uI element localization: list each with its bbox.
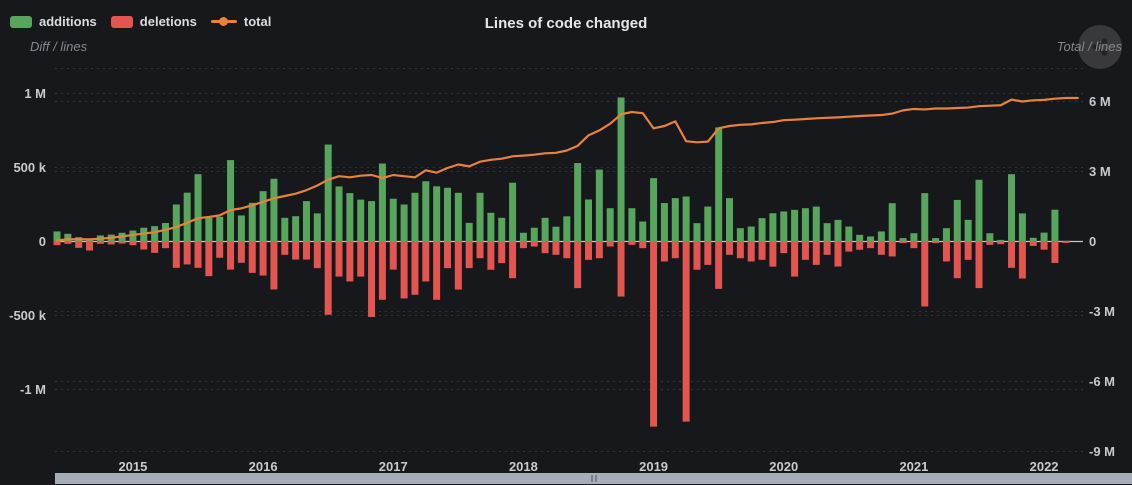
svg-text:0: 0: [1089, 234, 1096, 249]
deletions-swatch-icon: [110, 15, 133, 28]
additions-swatch-icon: [10, 15, 32, 28]
svg-text:3 M: 3 M: [1089, 164, 1111, 179]
share-icon-button[interactable]: [1078, 25, 1122, 69]
right-axis-tick-labels: 6 M 3 M 0 -3 M -6 M -9 M: [1089, 94, 1115, 459]
legend-label: total: [243, 14, 272, 29]
svg-text:2021: 2021: [899, 459, 928, 474]
svg-text:-6 M: -6 M: [1089, 374, 1115, 389]
legend-item-total[interactable]: total: [210, 14, 272, 29]
svg-text:-1 M: -1 M: [20, 382, 46, 397]
svg-text:-3 M: -3 M: [1089, 304, 1115, 319]
total-line: [55, 96, 1079, 242]
svg-text:0: 0: [39, 234, 46, 249]
horizontal-scrollbar[interactable]: [55, 473, 1132, 484]
svg-text:2022: 2022: [1030, 459, 1059, 474]
svg-text:2017: 2017: [379, 459, 408, 474]
legend-label: additions: [39, 14, 97, 29]
x-axis-year-labels: 2015 2016 2017 2018 2019 2020 2021 2022: [118, 459, 1058, 474]
legend: additions deletions total: [10, 14, 271, 29]
svg-text:2016: 2016: [249, 459, 278, 474]
left-axis-tick-labels: 1 M 500 k 0 -500 k -1 M: [9, 86, 47, 397]
svg-text:2020: 2020: [769, 459, 798, 474]
legend-label: deletions: [139, 14, 197, 29]
right-axis-title: Total / lines: [1056, 39, 1122, 54]
left-axis-title: Diff / lines: [30, 39, 88, 54]
svg-text:2018: 2018: [509, 459, 538, 474]
svg-text:-500 k: -500 k: [9, 308, 47, 323]
scrollbar-grip-icon[interactable]: [588, 475, 600, 482]
svg-text:6 M: 6 M: [1089, 94, 1111, 109]
legend-item-deletions[interactable]: deletions: [110, 14, 197, 29]
svg-text:2019: 2019: [639, 459, 668, 474]
svg-text:-9 M: -9 M: [1089, 444, 1115, 459]
additions-bars: [53, 97, 1070, 242]
share-icon: [1092, 38, 1108, 56]
svg-text:500 k: 500 k: [13, 160, 46, 175]
svg-text:1 M: 1 M: [24, 86, 46, 101]
total-line-swatch-icon: [210, 17, 237, 26]
deletions-bars: [53, 241, 1070, 427]
legend-item-additions[interactable]: additions: [10, 14, 97, 29]
svg-text:2015: 2015: [118, 459, 147, 474]
